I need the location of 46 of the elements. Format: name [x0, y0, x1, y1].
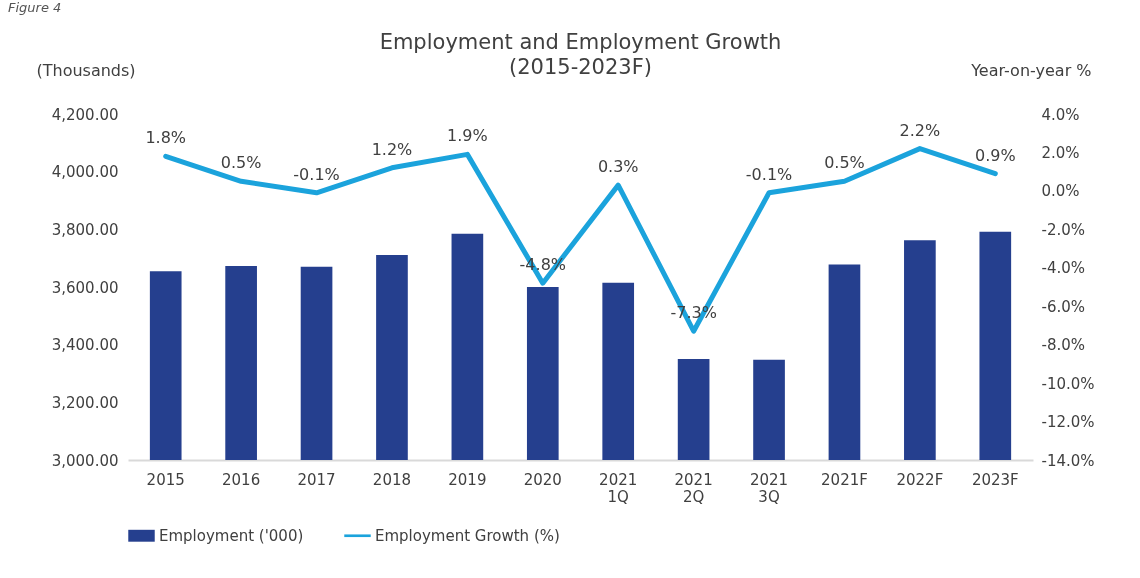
x-tick-label: 2023F	[971, 470, 1019, 489]
chart-subtitle: (2015-2023F)	[509, 55, 652, 79]
data-label: 0.9%	[974, 145, 1016, 165]
x-tick-label: 2020	[523, 470, 562, 489]
y-tick-label: 3,400.00	[51, 336, 119, 355]
data-label: 0.5%	[824, 153, 865, 173]
x-tick-label: 2022F	[896, 470, 944, 489]
x-tick-label: 2018	[372, 470, 412, 489]
legend-label: Employment Growth (%)	[375, 526, 560, 545]
y-tick-label: 3,200.00	[51, 393, 119, 412]
data-label: 2.2%	[899, 120, 941, 140]
y2-axis-title: Year-on-year %	[970, 60, 1092, 80]
x-tick-label: 2017	[297, 470, 336, 489]
y-tick-label: 3,800.00	[51, 220, 119, 239]
y-tick-label: 4,200.00	[51, 105, 119, 124]
y2-tick-label: -10.0%	[1041, 374, 1095, 393]
y2-tick-label: 2.0%	[1041, 143, 1080, 162]
chart-title: Employment and Employment Growth	[379, 30, 782, 54]
data-label: 1.9%	[447, 126, 488, 146]
y2-tick-label: -14.0%	[1041, 451, 1095, 470]
data-label: 0.5%	[220, 153, 262, 173]
x-tick-label: 2021 2Q	[674, 470, 713, 506]
caption: Figure 4	[8, 0, 62, 15]
data-label: 1.8%	[145, 128, 187, 148]
y2-tick-label: -12.0%	[1041, 413, 1095, 432]
y-tick-label: 3,600.00	[51, 278, 119, 297]
data-label: 1.2%	[371, 139, 413, 159]
y-tick-label: 3,000.00	[51, 451, 119, 470]
y-tick-label: 4,000.00	[51, 163, 119, 182]
legend-label: Employment ('000)	[159, 526, 304, 545]
data-label: -0.1%	[745, 164, 793, 184]
y2-tick-label: 4.0%	[1041, 105, 1080, 124]
y2-tick-label: 0.0%	[1041, 182, 1080, 201]
y2-tick-label: -4.0%	[1041, 259, 1086, 278]
x-tick-label: 2021F	[821, 470, 868, 489]
data-label: -0.1%	[293, 164, 340, 184]
x-tick-label: 2019	[448, 470, 487, 489]
x-tick-label: 2016	[222, 470, 261, 489]
y2-tick-label: -6.0%	[1041, 297, 1086, 316]
y-axis-title: (Thousands)	[36, 60, 136, 80]
x-tick-label: 2015	[146, 470, 185, 489]
y2-tick-label: -8.0%	[1041, 336, 1086, 355]
y2-tick-label: -2.0%	[1041, 220, 1086, 239]
x-tick-label: 2021 1Q	[599, 470, 638, 506]
data-label: 0.3%	[597, 157, 639, 177]
x-tick-label: 2021 3Q	[749, 470, 789, 506]
